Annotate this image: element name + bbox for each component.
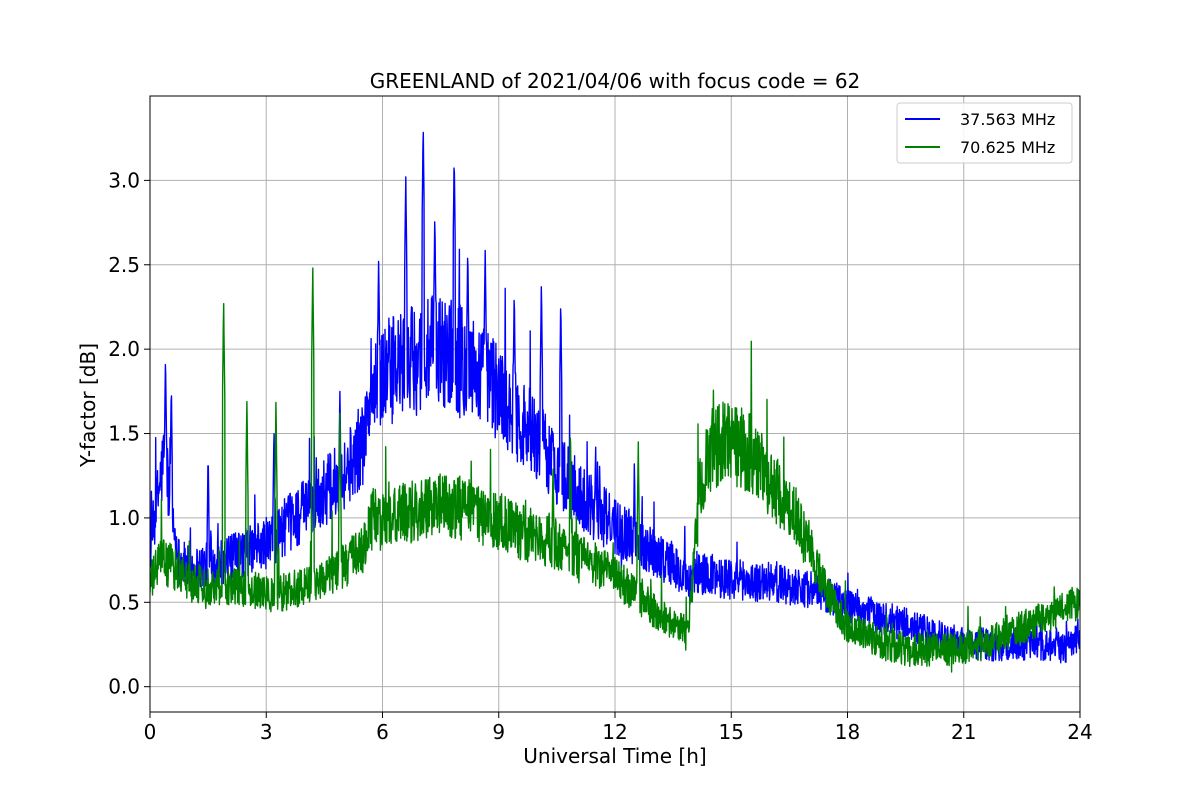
axis-ticks: 0 3 6 9 12 15 18 21 24 0.0 0.5 1.0 1.5 2.0 2.5 3.0 bbox=[108, 168, 1093, 744]
x-tick-label: 24 bbox=[1067, 720, 1092, 744]
y-axis-label: Y-factor [dB] bbox=[76, 343, 100, 468]
legend-label: 70.625 MHz bbox=[960, 138, 1055, 157]
series-0 bbox=[150, 131, 1080, 664]
y-tick-label: 0.5 bbox=[108, 590, 140, 614]
y-tick-label: 1.0 bbox=[108, 506, 140, 530]
y-tick-label: 2.5 bbox=[108, 253, 140, 277]
x-tick-label: 15 bbox=[719, 720, 744, 744]
y-tick-label: 3.0 bbox=[108, 168, 140, 192]
y-tick-label: 1.5 bbox=[108, 422, 140, 446]
legend-label: 37.563 MHz bbox=[960, 110, 1055, 129]
x-tick-label: 18 bbox=[835, 720, 860, 744]
x-tick-label: 9 bbox=[492, 720, 505, 744]
y-tick-label: 0.0 bbox=[108, 675, 140, 699]
series-line bbox=[150, 267, 1080, 673]
series-1 bbox=[150, 267, 1080, 673]
series-line bbox=[150, 131, 1080, 664]
y-tick-label: 2.0 bbox=[108, 337, 140, 361]
x-tick-label: 3 bbox=[260, 720, 273, 744]
x-tick-label: 0 bbox=[144, 720, 157, 744]
x-tick-label: 12 bbox=[602, 720, 627, 744]
x-tick-label: 21 bbox=[951, 720, 976, 744]
x-axis-label: Universal Time [h] bbox=[523, 744, 706, 768]
x-tick-label: 6 bbox=[376, 720, 389, 744]
legend: 37.563 MHz 70.625 MHz bbox=[896, 102, 1073, 164]
legend-box bbox=[896, 102, 1073, 164]
plot-series bbox=[150, 131, 1080, 673]
chart-title: GREENLAND of 2021/04/06 with focus code … bbox=[370, 69, 861, 93]
